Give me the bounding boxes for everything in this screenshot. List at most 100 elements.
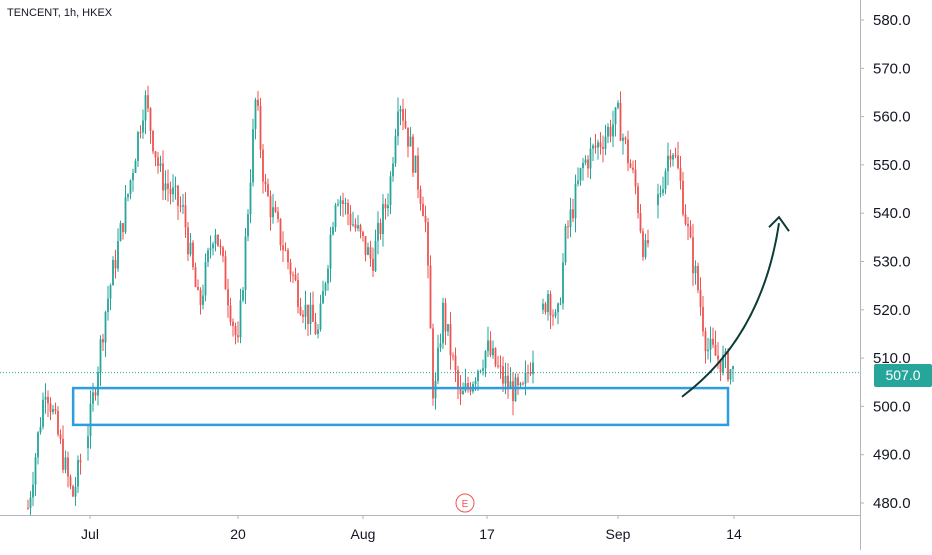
candle-body bbox=[547, 293, 549, 313]
candle-body bbox=[149, 108, 152, 131]
candle-body bbox=[67, 457, 69, 477]
candle-body bbox=[644, 240, 647, 257]
support-zone-rectangle bbox=[71, 386, 730, 427]
candle-body bbox=[632, 167, 634, 170]
candle-body bbox=[159, 163, 162, 166]
candle-body bbox=[299, 306, 302, 315]
candle-body bbox=[672, 155, 674, 160]
candle-body bbox=[389, 176, 392, 206]
candle-body bbox=[329, 234, 332, 269]
candle-body bbox=[234, 326, 237, 336]
candle-body bbox=[567, 226, 569, 228]
candle-body bbox=[402, 109, 404, 121]
candle-body bbox=[54, 409, 57, 411]
candle-body bbox=[257, 99, 259, 106]
candle-body bbox=[37, 432, 39, 458]
candle-body bbox=[397, 111, 399, 137]
candle-body bbox=[72, 485, 74, 497]
candle-body bbox=[592, 145, 594, 149]
candle-body bbox=[197, 286, 199, 290]
candle-body bbox=[319, 303, 322, 330]
candle-body bbox=[687, 223, 689, 227]
candle-body bbox=[129, 180, 132, 195]
candle-body bbox=[469, 387, 472, 392]
candle-body bbox=[297, 279, 299, 307]
candle-body bbox=[614, 107, 617, 125]
candle-body bbox=[124, 197, 127, 232]
y-tick-label: 570.0 bbox=[873, 60, 911, 77]
candle-body bbox=[227, 289, 229, 306]
candle-body bbox=[664, 171, 667, 190]
candle-body bbox=[704, 331, 707, 352]
candle-body bbox=[254, 99, 257, 130]
candle-body bbox=[674, 155, 677, 157]
y-tick-label: 550.0 bbox=[873, 157, 911, 174]
candle-body bbox=[417, 155, 419, 190]
candle-body bbox=[224, 256, 227, 290]
candle-body bbox=[442, 302, 444, 344]
y-tick-label: 580.0 bbox=[873, 12, 911, 29]
candle-body bbox=[104, 312, 107, 343]
candle-body bbox=[419, 189, 422, 204]
candle-body bbox=[449, 324, 452, 356]
candle-body bbox=[722, 354, 724, 373]
candle-body bbox=[622, 137, 624, 141]
candle-body bbox=[202, 295, 204, 305]
candle-body bbox=[352, 224, 354, 226]
candle-body bbox=[289, 262, 292, 275]
candle-body bbox=[717, 355, 719, 360]
candle-body bbox=[187, 227, 189, 255]
candle-body bbox=[582, 162, 584, 169]
candle-body bbox=[577, 180, 579, 184]
candle-body bbox=[364, 236, 367, 255]
candle-body bbox=[714, 344, 717, 356]
candle-body bbox=[74, 486, 77, 497]
candle-body bbox=[594, 145, 597, 148]
candle-body bbox=[542, 303, 544, 310]
candle-body bbox=[404, 120, 407, 128]
candle-body bbox=[274, 207, 277, 212]
candle-body bbox=[107, 298, 109, 313]
x-tick-label: Aug bbox=[351, 526, 376, 542]
candle-body bbox=[282, 245, 284, 251]
candle-body bbox=[34, 457, 37, 485]
candle-body bbox=[692, 237, 694, 274]
candle-body bbox=[372, 258, 374, 271]
arrow-head bbox=[768, 215, 790, 232]
candle-body bbox=[132, 172, 134, 181]
candle-body bbox=[454, 355, 457, 371]
y-tick-label: 560.0 bbox=[873, 109, 911, 126]
candle-body bbox=[232, 321, 234, 327]
candle-body bbox=[99, 339, 102, 373]
candle-body bbox=[682, 180, 684, 215]
candle-body bbox=[144, 95, 147, 121]
candle-body bbox=[87, 436, 89, 449]
candle-body bbox=[627, 139, 629, 164]
candle-body bbox=[694, 265, 697, 274]
y-tick-label: 540.0 bbox=[873, 205, 911, 222]
candle-body bbox=[554, 312, 557, 317]
y-tick-label: 480.0 bbox=[873, 495, 911, 512]
candle-body bbox=[434, 380, 437, 399]
candle-body bbox=[532, 362, 534, 374]
candle-body bbox=[207, 250, 209, 263]
candle-body bbox=[172, 187, 174, 195]
candle-body bbox=[492, 348, 494, 356]
projection-arrow bbox=[681, 223, 780, 398]
candle-body bbox=[494, 348, 497, 366]
candle-body bbox=[219, 245, 222, 248]
candle-body bbox=[727, 351, 729, 380]
candle-body bbox=[64, 457, 67, 470]
candle-body bbox=[569, 209, 572, 228]
candle-body bbox=[437, 347, 439, 381]
candle-body bbox=[609, 126, 612, 137]
candle-body bbox=[332, 227, 334, 235]
candle-body bbox=[667, 155, 669, 172]
candle-body bbox=[112, 259, 114, 286]
candle-body bbox=[477, 371, 479, 382]
candle-body bbox=[357, 225, 359, 229]
candle-body bbox=[142, 120, 144, 133]
candle-body bbox=[424, 215, 427, 223]
